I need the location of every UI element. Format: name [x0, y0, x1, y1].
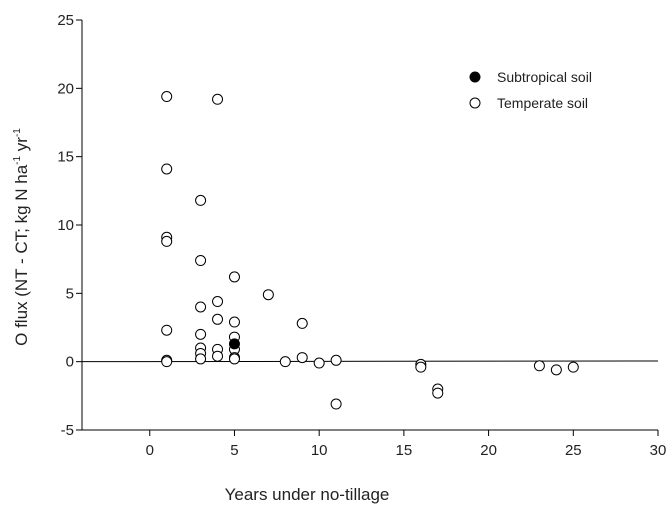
- x-tick-label: 25: [565, 442, 582, 459]
- data-point-temperate-soil: [228, 353, 240, 365]
- y-axis-title-sup2: -1: [12, 128, 23, 137]
- x-tick-label: 15: [396, 442, 413, 459]
- data-point-temperate-soil: [161, 163, 173, 175]
- data-point-temperate-soil: [195, 353, 207, 365]
- zero-reference-line: [81, 360, 659, 363]
- y-tick-label: 10: [57, 217, 74, 234]
- ticks: -5 0 5 10 15 20 25 0 5 10 15 20 25 30: [57, 12, 666, 459]
- data-point-temperate-soil: [567, 361, 579, 373]
- data-point-temperate-soil: [432, 387, 444, 399]
- y-axis-title-sup1: -1: [12, 155, 23, 164]
- zero-reference-line-layer: [81, 360, 659, 363]
- x-tick-label: 20: [480, 442, 497, 459]
- data-point-temperate-soil: [415, 361, 427, 373]
- y-tick-label: 25: [57, 12, 74, 29]
- y-axis-title-mid: yr: [12, 137, 31, 156]
- data-points: [161, 91, 579, 410]
- data-point-temperate-soil: [195, 255, 207, 267]
- data-point-temperate-soil: [195, 328, 207, 340]
- data-point-temperate-soil: [330, 354, 342, 366]
- data-point-temperate-soil: [195, 194, 207, 206]
- data-point-temperate-soil: [212, 350, 224, 362]
- data-point-temperate-soil: [161, 235, 173, 247]
- x-axis-title: Years under no-tillage: [225, 485, 390, 504]
- data-point-temperate-soil: [161, 91, 173, 103]
- legend-marker-temperate: [469, 97, 481, 109]
- y-axis-title-main: O flux (NT - CT; kg N ha: [12, 164, 31, 346]
- legend-label-subtropical: Subtropical soil: [497, 69, 592, 85]
- data-point-temperate-soil: [262, 289, 274, 301]
- data-point-temperate-soil: [279, 356, 291, 368]
- data-point-temperate-soil: [161, 324, 173, 336]
- data-point-temperate-soil: [296, 317, 308, 329]
- y-axis-title: O flux (NT - CT; kg N ha-1 yr-1: [12, 128, 31, 346]
- data-point-subtropical-soil: [228, 338, 240, 350]
- data-point-temperate-soil: [228, 271, 240, 283]
- x-tick-label: 10: [311, 442, 328, 459]
- data-point-temperate-soil: [195, 301, 207, 313]
- x-tick-label: 30: [650, 442, 666, 459]
- y-tick-label: 0: [66, 354, 74, 371]
- legend-marker-subtropical: [469, 71, 481, 83]
- data-point-temperate-soil: [550, 364, 562, 376]
- data-point-temperate-soil: [212, 313, 224, 325]
- data-point-temperate-soil: [161, 356, 173, 368]
- data-point-temperate-soil: [228, 316, 240, 328]
- data-point-temperate-soil: [212, 296, 224, 308]
- legend: Subtropical soil Temperate soil: [469, 69, 592, 111]
- data-point-temperate-soil: [296, 352, 308, 364]
- x-tick-label: 0: [146, 442, 154, 459]
- data-point-temperate-soil: [330, 398, 342, 410]
- legend-label-temperate: Temperate soil: [497, 95, 588, 111]
- y-tick-label: 20: [57, 80, 74, 97]
- y-tick-label: 5: [66, 285, 74, 302]
- y-tick-label: -5: [61, 422, 74, 439]
- data-point-temperate-soil: [212, 93, 224, 105]
- data-point-temperate-soil: [533, 360, 545, 372]
- x-tick-label: 5: [230, 442, 238, 459]
- y-tick-label: 15: [57, 149, 74, 166]
- data-point-temperate-soil: [313, 357, 325, 369]
